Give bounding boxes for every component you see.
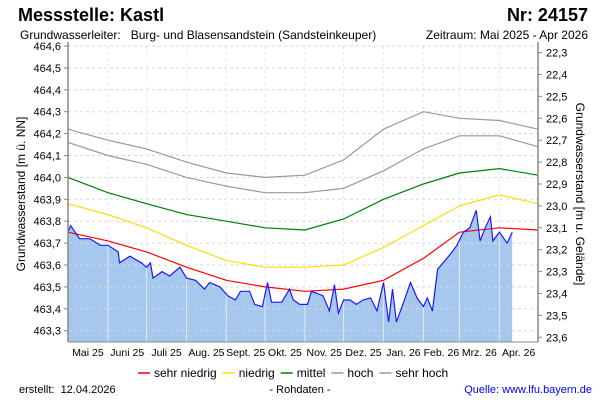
y-tick-label: 464,1	[33, 151, 61, 163]
data-type-label: - Rohdaten -	[269, 384, 331, 396]
right-axis-label: Grundwasserstand [m u. Gelände]	[573, 103, 587, 286]
series-sehr-niedrig	[67, 227, 539, 292]
x-tick-label: Aug. 25	[188, 347, 224, 359]
y-tick-label: 463,9	[33, 194, 61, 206]
x-tick-label: Mai 25	[72, 347, 104, 359]
x-tick-label: Juni 25	[110, 347, 144, 359]
y-tick-label: 464,3	[33, 107, 61, 119]
x-tick-label: Sept. 25	[226, 347, 265, 359]
right-tick-label: 23,3	[546, 267, 567, 279]
x-tick-label: Apr. 26	[502, 347, 535, 359]
y-tick-label: 463,7	[33, 238, 61, 250]
x-tick-label: Nov. 25	[307, 347, 343, 359]
legend-item: hoch	[347, 366, 373, 380]
legend-item: sehr niedrig	[154, 366, 217, 380]
right-tick-label: 22,4	[546, 69, 567, 81]
x-tick-label: Mrz. 26	[462, 347, 497, 359]
station-title: Messstelle: Kastl	[18, 5, 165, 25]
x-tick-label: Feb. 26	[424, 347, 460, 359]
right-tick-label: 22,7	[546, 135, 567, 147]
legend-item: sehr hoch	[395, 366, 448, 380]
created-date: erstellt: 12.04.2026	[19, 384, 116, 396]
right-tick-label: 22,9	[546, 179, 567, 191]
legend-item: mittel	[297, 366, 326, 380]
x-tick-label: Juli 25	[151, 347, 182, 359]
y-tick-label: 464,4	[33, 85, 61, 97]
series-mittel	[67, 167, 539, 231]
y-tick-label: 463,3	[33, 326, 61, 338]
right-tick-label: 23,2	[546, 245, 567, 257]
right-tick-label: 22,5	[546, 91, 567, 103]
right-tick-label: 22,8	[546, 157, 567, 169]
series-sehr-hoch	[67, 111, 539, 179]
x-tick-label: Okt. 25	[268, 347, 302, 359]
y-axis-label: Grundwasserstand [m ü. NN]	[14, 117, 28, 272]
x-tick-label: Jan. 26	[386, 347, 421, 359]
legend-item: niedrig	[239, 366, 275, 380]
right-tick-label: 23,1	[546, 223, 567, 235]
measured-area	[68, 210, 513, 342]
x-tick-label: Dez. 25	[345, 347, 381, 359]
right-tick-label: 22,3	[546, 48, 567, 60]
y-tick-label: 464,2	[33, 129, 61, 141]
y-tick-label: 464,6	[33, 41, 61, 53]
y-tick-label: 464,0	[33, 172, 61, 184]
right-tick-label: 23,0	[546, 201, 567, 213]
right-tick-label: 23,4	[546, 288, 567, 300]
right-tick-label: 23,5	[546, 310, 567, 322]
station-number: Nr: 24157	[506, 5, 588, 25]
aquifer-label: Grundwasserleiter: Burg- und Blasensands…	[20, 28, 377, 42]
series-hoch	[67, 135, 539, 194]
y-tick-label: 463,5	[33, 282, 61, 294]
y-tick-label: 463,6	[33, 260, 61, 272]
right-tick-label: 22,6	[546, 113, 567, 125]
source-link[interactable]: Quelle: www.lfu.bayern.de	[464, 384, 592, 396]
right-tick-label: 23,6	[546, 332, 567, 344]
series-niedrig	[67, 194, 539, 268]
measured-line	[67, 210, 513, 323]
y-tick-label: 463,4	[33, 304, 61, 316]
y-tick-label: 463,8	[33, 216, 61, 228]
period-label: Zeitraum: Mai 2025 - Apr 2026	[425, 28, 588, 42]
y-tick-label: 464,5	[33, 63, 61, 75]
